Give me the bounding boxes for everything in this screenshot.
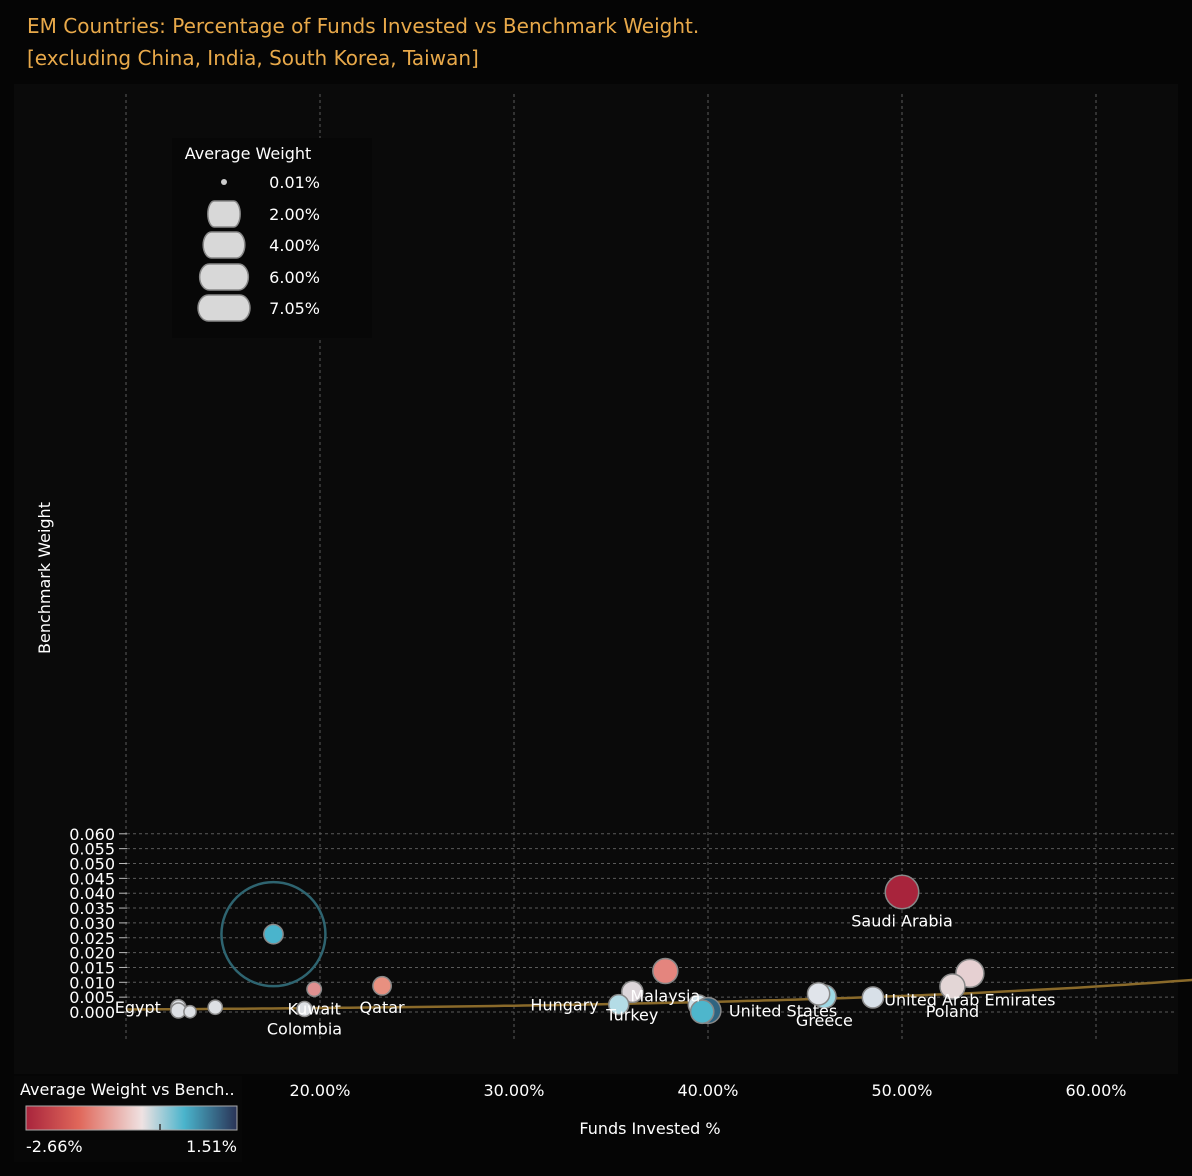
x-axis-ticks: 20.00%30.00%40.00%50.00%60.00%70.00%80.0… [289,1081,1126,1100]
size-legend-items: 0.01% 2.00% 4.00% 6.00% 7.05% [197,173,320,322]
x-tick-label: 30.00% [483,1081,544,1100]
label-malaysia: Malaysia [630,987,700,1006]
size-legend-swatch [197,294,251,322]
color-legend-title: Average Weight vs Bench.. [20,1080,235,1099]
chart-title: EM Countries: Percentage of Funds Invest… [27,14,700,38]
size-legend-label: 4.00% [269,236,320,255]
size-legend-title: Average Weight [185,144,312,163]
grid [125,94,1174,1040]
color-legend-max: 1.51% [186,1137,237,1156]
point-qatar [372,975,393,996]
y-tick-label: 0.040 [69,884,115,903]
y-tick-label: 0.000 [69,1003,115,1022]
point-colombia [296,1000,313,1018]
label-united-states: United States [729,1002,837,1021]
label-saudi-arabia: Saudi Arabia [851,912,953,931]
point-kuwait [306,981,323,998]
label-qatar: Qatar [360,998,405,1017]
color-legend-min: -2.66% [26,1137,83,1156]
point-unlabeled [806,982,831,1006]
size-legend-swatch [221,179,227,185]
y-tick-label: 0.035 [69,899,115,918]
point-saudi-arabia [884,874,920,910]
x-tick-label: 40.00% [677,1081,738,1100]
highlight-ring [220,880,327,988]
y-tick-label: 0.010 [69,973,115,992]
x-axis-label: Funds Invested % [579,1119,720,1138]
color-scale-bar [25,1105,238,1131]
y-tick-label: 0.030 [69,914,115,933]
size-legend-label: 6.00% [269,268,320,287]
data-points [170,874,985,1025]
label-united-arab-emirates: United Arab Emirates [884,990,1055,1009]
label-poland: Poland [926,1002,979,1021]
label-egypt: Egypt [115,998,161,1017]
size-legend-swatch [207,200,241,228]
size-legend-swatch [202,231,246,259]
y-tick-label: 0.015 [69,958,115,977]
y-axis-label: Benchmark Weight [35,502,54,654]
color-legend: Average Weight vs Bench.. -2.66% 1.51% [14,1076,242,1162]
size-legend-swatch [198,263,250,291]
y-tick-label: 0.045 [69,869,115,888]
label-hungary: Hungary [530,996,598,1015]
label-greece: Greece [796,1011,853,1030]
point-labels: BrazilSaudi ArabiaSouth AfricaMexicoIndo… [115,912,1056,1039]
point-unlabeled [183,1004,197,1019]
x-tick-label: 60.00% [1065,1081,1126,1100]
size-legend-label: 7.05% [269,299,320,318]
point-hungary [608,993,630,1016]
y-tick-label: 0.050 [69,855,115,874]
point-poland [939,973,966,1000]
y-tick-label: 0.060 [69,825,115,844]
point-unlabeled [263,923,284,945]
point-unlabeled [861,986,885,1009]
x-tick-label: 20.00% [289,1081,350,1100]
y-tick-label: 0.025 [69,929,115,948]
label-colombia: Colombia [267,1020,342,1039]
label-kuwait: Kuwait [287,999,340,1018]
chart-subtitle: [excluding China, India, South Korea, Ta… [27,46,479,70]
size-legend: Average Weight 0.01% 2.00% 4.00% 6.00% 7.05% [172,138,372,338]
x-tick-label: 50.00% [871,1081,932,1100]
fit-curve [125,978,1192,1011]
label-turkey: Turkey [605,1005,658,1024]
y-tick-label: 0.020 [69,944,115,963]
point-unlabeled [689,999,715,1025]
y-axis-ticks: 0.0000.0050.0100.0150.0200.0250.0300.035… [69,825,127,1022]
point-malaysia [652,957,679,985]
point-turkey [621,980,644,1004]
size-legend-label: 2.00% [269,205,320,224]
y-tick-label: 0.055 [69,840,115,859]
size-legend-label: 0.01% [269,173,320,192]
point-unlabeled [207,999,224,1016]
y-tick-label: 0.005 [69,988,115,1007]
